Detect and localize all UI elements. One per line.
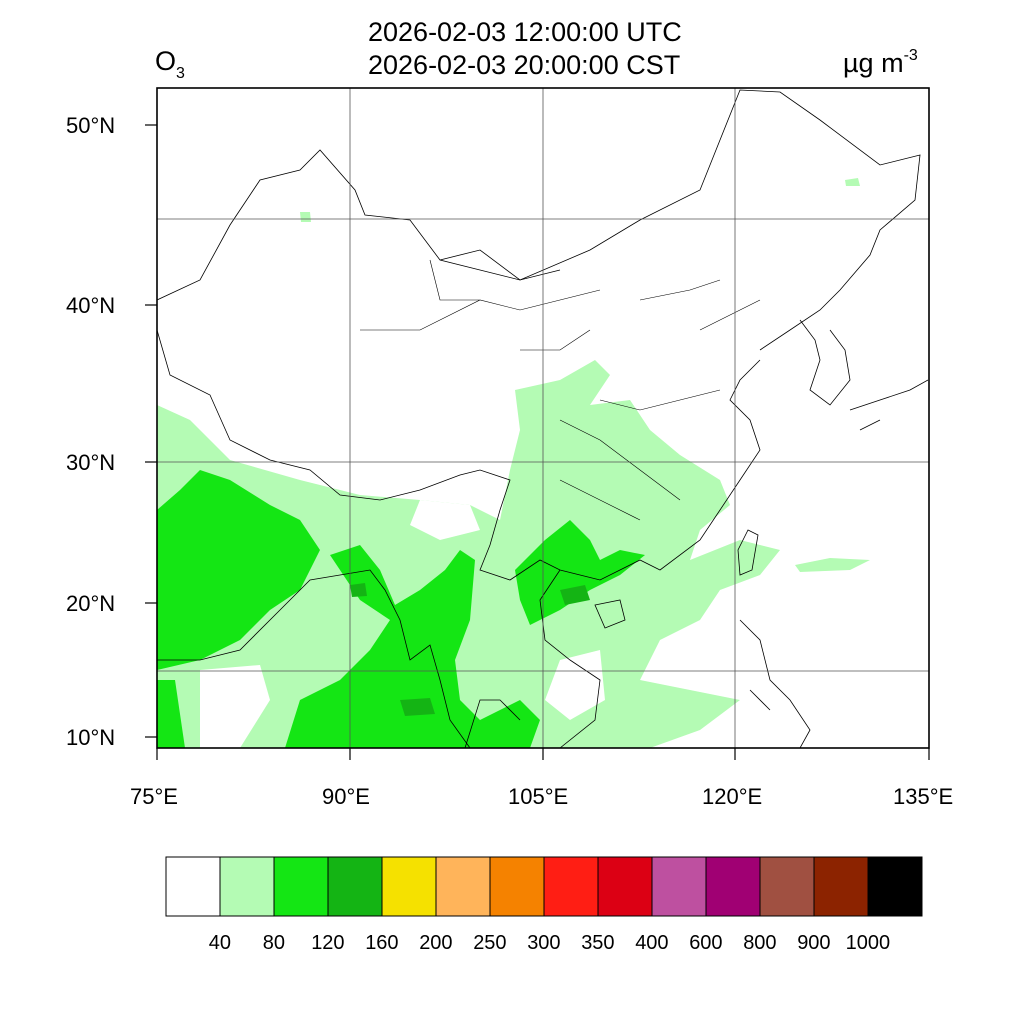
species-label: O3 [155,46,185,82]
philippines-coast [739,619,811,748]
gridlines [157,88,929,748]
colorbar-label: 600 [689,932,723,954]
title-cst-time: 2026-02-03 20:00:00 CST [368,50,681,80]
units-label: µg m-3 [843,47,918,78]
colorbar-swatch [867,856,923,917]
colorbar-swatch [489,856,545,917]
o3-contour-80-120-east [515,520,645,625]
o3-contour-120-160-3 [350,583,367,597]
colorbar-label: 400 [635,932,669,954]
mongolia-border [439,249,561,281]
colorbar-swatch [381,856,437,917]
colorbar-swatch [327,856,383,917]
title-utc-time: 2026-02-03 12:00:00 UTC [368,17,682,47]
o3-contour-40-80-sea [795,558,870,572]
lat-tick-label: 40°N [66,293,116,318]
lat-tick-label: 50°N [66,113,116,138]
lon-tick-label: 105°E [508,784,569,809]
o3-contour-120-160-2 [560,585,590,605]
colorbar-label: 300 [527,932,561,954]
china-border [157,89,921,351]
axis-ticks [145,124,930,760]
colorbar-swatch [435,856,491,917]
colorbar-swatch [597,856,653,917]
o3-contour-40-80-north [845,178,860,186]
lon-tick-label: 120°E [702,784,763,809]
lon-tick-label: 135°E [893,784,954,809]
species-subscript: 3 [176,65,185,82]
units-superscript: -3 [903,47,918,64]
colorbar-swatch [651,856,707,917]
colorbar-swatch [813,856,869,917]
colorbar-label: 40 [208,932,232,954]
korea-coast [799,319,851,406]
colorbar-label: 350 [581,932,615,954]
colorbar-swatch [273,856,329,917]
o3-contour-120-160-1 [400,698,435,716]
japan-coast [849,379,929,431]
colorbar-swatch [219,856,275,917]
indochina-coast [464,569,601,748]
o3-contour-40-80 [157,360,780,748]
lat-tick-label: 30°N [66,450,116,475]
colorbar-swatch [705,856,761,917]
taiwan-coast [737,529,759,576]
o3-contour-80-120-india [157,680,185,748]
units-base: µg m [843,48,904,78]
colorbar-label: 120 [311,932,345,954]
o3-hole-3 [410,500,480,540]
colorbar-label: 160 [365,932,399,954]
lat-tick-label: 20°N [66,591,116,616]
colorbar [165,856,923,917]
colorbar-label: 200 [419,932,453,954]
o3-contour-80-120-bay [285,545,540,748]
hainan-coast [594,599,626,629]
o3-contour-80-120-west [157,470,320,670]
ozone-field [157,178,870,748]
o3-hole-2 [545,650,605,720]
colorbar-label: 900 [797,932,831,954]
lon-tick-label: 75°E [130,784,178,809]
colorbar-label: 800 [743,932,777,954]
o3-contour-40-80-west [300,212,311,222]
bay-of-bengal-coast [157,569,471,748]
boundaries [157,89,929,748]
china-west-south-border [157,329,761,581]
colorbar-swatch [759,856,815,917]
colorbar-swatch [543,856,599,917]
colorbar-label: 250 [473,932,507,954]
o3-hole-1 [200,665,270,748]
colorbar-label: 1000 [845,932,891,954]
species-base: O [155,46,177,76]
lon-tick-label: 90°E [322,784,370,809]
province-lines [360,259,761,521]
colorbar-swatch [165,856,221,917]
colorbar-label: 80 [262,932,286,954]
lat-tick-label: 10°N [66,725,116,750]
